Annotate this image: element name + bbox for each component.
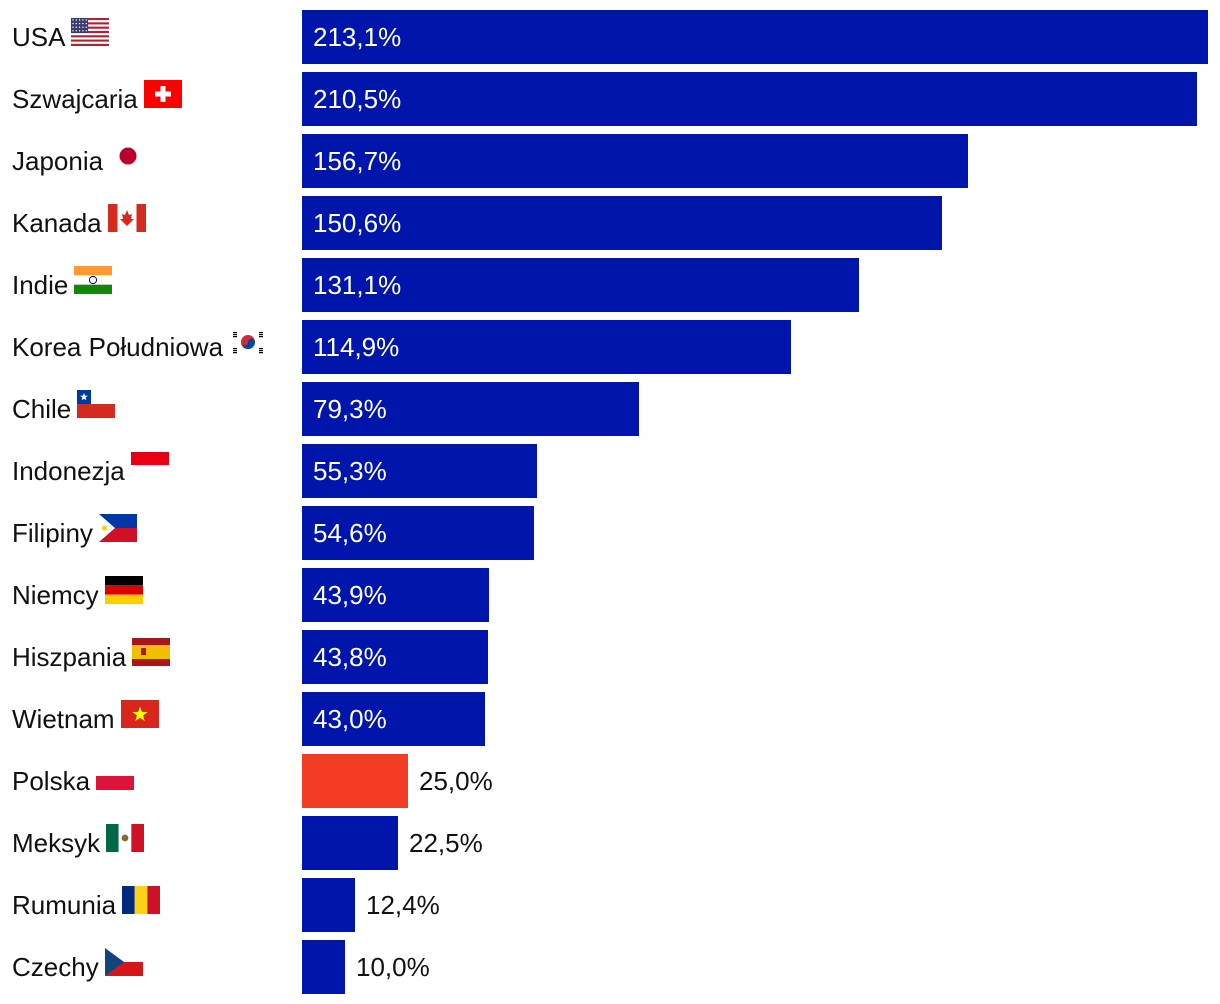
chart-row: Korea Południowa 114,9% xyxy=(0,320,1220,374)
bar xyxy=(302,258,859,312)
bar xyxy=(302,382,639,436)
category-name: Indonezja xyxy=(12,456,125,486)
value-label: 150,6% xyxy=(313,208,402,238)
chart-row: Filipiny 54,6% xyxy=(0,506,1220,560)
category-name: Filipiny xyxy=(12,518,93,548)
category-label: Szwajcaria xyxy=(12,72,182,126)
bar xyxy=(302,568,489,622)
poland-flag xyxy=(96,754,135,808)
spain-flag xyxy=(132,630,171,684)
category-label: Meksyk xyxy=(12,816,145,870)
chart-row: Rumunia 12,4% xyxy=(0,878,1220,932)
bar xyxy=(302,72,1197,126)
chart-row: Szwajcaria 210,5% xyxy=(0,72,1220,126)
chart-row: Indonezja 55,3% xyxy=(0,444,1220,498)
category-name: Wietnam xyxy=(12,704,115,734)
chart-row: Niemcy 43,9% xyxy=(0,568,1220,622)
chart-row: Indie 131,1% xyxy=(0,258,1220,312)
value-label: 43,8% xyxy=(313,642,387,672)
usa-flag xyxy=(71,10,110,64)
category-name: Czechy xyxy=(12,952,99,982)
category-label: Niemcy xyxy=(12,568,143,622)
chart-row: Hiszpania 43,8% xyxy=(0,630,1220,684)
category-label: Japonia xyxy=(12,134,148,188)
value-label: 22,5% xyxy=(409,828,483,858)
chart-row: Chile 79,3% xyxy=(0,382,1220,436)
bar xyxy=(302,134,968,188)
vietnam-flag xyxy=(120,692,159,746)
mexico-flag xyxy=(106,816,145,870)
value-label: 79,3% xyxy=(313,394,387,424)
value-label: 131,1% xyxy=(313,270,402,300)
switzerland-flag xyxy=(143,72,182,126)
value-label: 156,7% xyxy=(313,146,402,176)
category-label: Filipiny xyxy=(12,506,137,560)
bar xyxy=(302,692,485,746)
category-label: Indonezja xyxy=(12,444,169,498)
category-name: Kanada xyxy=(12,208,102,238)
category-name: Meksyk xyxy=(12,828,101,858)
category-name: USA xyxy=(12,22,66,52)
czechia-flag xyxy=(104,940,143,994)
value-label: 54,6% xyxy=(313,518,387,548)
chart-row: Czechy 10,0% xyxy=(0,940,1220,994)
category-name: Indie xyxy=(12,270,69,300)
germany-flag xyxy=(104,568,143,622)
value-label: 210,5% xyxy=(313,84,402,114)
chart-row: Polska 25,0% xyxy=(0,754,1220,808)
indonesia-flag xyxy=(130,444,169,498)
bar xyxy=(302,320,791,374)
category-label: USA xyxy=(12,10,110,64)
category-name: Hiszpania xyxy=(12,642,127,672)
category-name: Korea Południowa xyxy=(12,332,224,362)
category-label: Korea Południowa xyxy=(12,320,268,374)
bar xyxy=(302,940,345,994)
value-label: 114,9% xyxy=(313,332,400,362)
romania-flag xyxy=(122,878,161,932)
category-label: Czechy xyxy=(12,940,143,994)
bar xyxy=(302,878,355,932)
bar xyxy=(302,196,942,250)
category-name: Chile xyxy=(12,394,72,424)
category-name: Japonia xyxy=(12,146,104,176)
bar xyxy=(302,10,1208,64)
bar xyxy=(302,506,534,560)
value-label: 12,4% xyxy=(366,890,440,920)
philippines-flag xyxy=(98,506,137,560)
category-label: Wietnam xyxy=(12,692,159,746)
value-label: 25,0% xyxy=(419,766,493,796)
value-label: 55,3% xyxy=(313,456,387,486)
chart-row: USA 213,1% xyxy=(0,10,1220,64)
bar xyxy=(302,630,488,684)
category-label: Chile xyxy=(12,382,116,436)
value-label: 43,9% xyxy=(313,580,387,610)
south-korea-flag xyxy=(229,320,268,374)
bar xyxy=(302,754,408,808)
category-label: Indie xyxy=(12,258,113,312)
chile-flag xyxy=(77,382,116,436)
category-label: Hiszpania xyxy=(12,630,171,684)
chart-row: Wietnam 43,0% xyxy=(0,692,1220,746)
category-name: Szwajcaria xyxy=(12,84,138,114)
chart-row: Meksyk 22,5% xyxy=(0,816,1220,870)
chart-row: Japonia 156,7% xyxy=(0,134,1220,188)
bar xyxy=(302,816,398,870)
value-label: 43,0% xyxy=(313,704,387,734)
category-label: Polska xyxy=(12,754,135,808)
bar xyxy=(302,444,537,498)
category-label: Kanada xyxy=(12,196,146,250)
category-label: Rumunia xyxy=(12,878,161,932)
category-name: Rumunia xyxy=(12,890,117,920)
india-flag xyxy=(74,258,113,312)
value-label: 10,0% xyxy=(356,952,430,982)
chart-row: Kanada 150,6% xyxy=(0,196,1220,250)
value-label: 213,1% xyxy=(313,22,402,52)
canada-flag xyxy=(107,196,146,250)
japan-flag xyxy=(109,134,148,188)
category-name: Niemcy xyxy=(12,580,99,610)
category-name: Polska xyxy=(12,766,91,796)
